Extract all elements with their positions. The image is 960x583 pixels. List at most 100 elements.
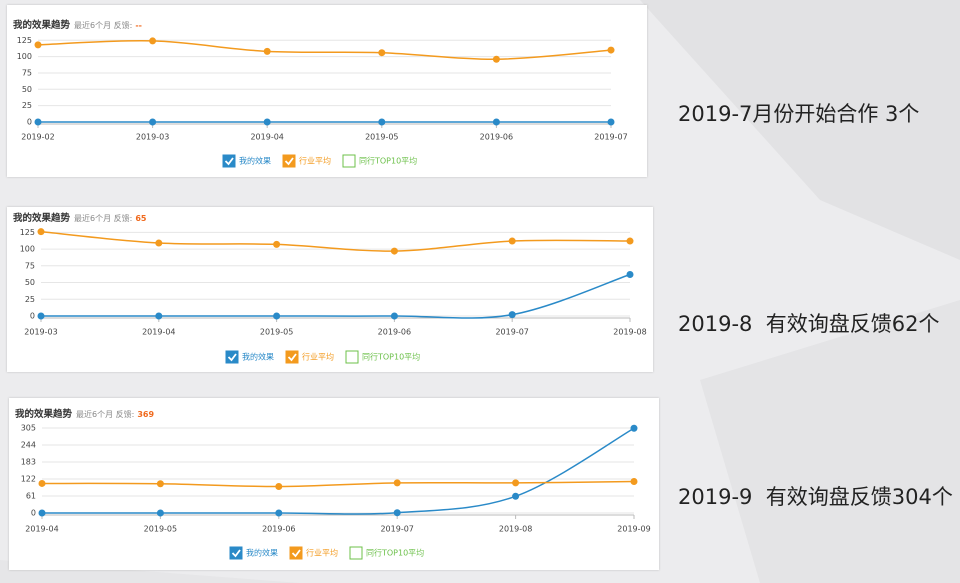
feedback-count: 65 bbox=[135, 214, 147, 223]
data-point bbox=[37, 228, 45, 236]
chart-panel: 我的效果趋势 最近6个月 反馈: -- 0 25 50 75 100 125 2019-02 201… bbox=[7, 5, 647, 177]
y-tick-label: 50 bbox=[22, 85, 32, 94]
x-tick-label: 2019-07 bbox=[380, 525, 413, 534]
x-tick-label: 2019-08 bbox=[613, 328, 646, 337]
x-tick-label: 2019-06 bbox=[480, 133, 513, 142]
legend-item[interactable]: 同行TOP10平均 bbox=[345, 350, 420, 364]
y-tick-label: 183 bbox=[21, 458, 36, 467]
legend-checkbox bbox=[342, 154, 356, 168]
data-point bbox=[393, 479, 401, 487]
legend-item[interactable]: 行业平均 bbox=[289, 546, 338, 560]
data-point bbox=[492, 118, 500, 126]
data-point bbox=[156, 509, 164, 517]
legend-item[interactable]: 行业平均 bbox=[285, 350, 334, 364]
series-line bbox=[40, 230, 631, 252]
data-point bbox=[626, 237, 634, 245]
data-point bbox=[38, 479, 46, 487]
x-tick-label: 2019-07 bbox=[495, 328, 528, 337]
legend-label: 行业平均 bbox=[306, 548, 338, 558]
data-point bbox=[149, 37, 157, 45]
title-text: 我的效果趋势 bbox=[13, 19, 71, 31]
legend-checkbox bbox=[222, 154, 236, 168]
y-tick-label: 50 bbox=[25, 278, 35, 287]
data-point bbox=[626, 271, 634, 279]
y-tick-label: 100 bbox=[17, 52, 32, 61]
legend-item[interactable]: 同行TOP10平均 bbox=[349, 546, 424, 560]
legend-item[interactable]: 我的效果 bbox=[225, 350, 274, 364]
caption: 2019-9 有效询盘反馈304个 bbox=[678, 485, 953, 509]
chart-title: 我的效果趋势 最近6个月 反馈: -- bbox=[13, 19, 142, 31]
legend-checkbox bbox=[229, 546, 243, 560]
x-tick-label: 2019-03 bbox=[136, 133, 169, 142]
data-point bbox=[273, 240, 281, 248]
x-tick-label: 2019-07 bbox=[594, 133, 627, 142]
data-point bbox=[512, 492, 520, 500]
data-point bbox=[508, 311, 516, 319]
chart-title: 我的效果趋势 最近6个月 反馈: 65 bbox=[13, 212, 147, 224]
y-tick-label: 100 bbox=[20, 245, 35, 254]
data-point bbox=[630, 478, 638, 486]
data-point bbox=[378, 118, 386, 126]
legend-item[interactable]: 同行TOP10平均 bbox=[342, 154, 417, 168]
legend-label: 同行TOP10平均 bbox=[362, 352, 420, 362]
legend-checkbox bbox=[282, 154, 296, 168]
data-point bbox=[378, 49, 386, 57]
check-mark bbox=[224, 157, 234, 166]
chart-panel: 我的效果趋势 最近6个月 反馈: 65 0 25 50 75 100 125 2019-03 201… bbox=[7, 207, 653, 372]
legend-checkbox bbox=[225, 350, 239, 364]
data-point bbox=[37, 312, 45, 320]
subtitle: 最近6个月 反馈: bbox=[76, 409, 134, 419]
legend-item[interactable]: 我的效果 bbox=[229, 546, 278, 560]
series-line bbox=[41, 273, 631, 319]
legend-checkbox bbox=[289, 546, 303, 560]
x-tick-label: 2019-04 bbox=[25, 525, 58, 534]
y-tick-label: 0 bbox=[27, 118, 32, 127]
caption: 2019-7月份开始合作 3个 bbox=[678, 102, 920, 126]
x-tick-label: 2019-06 bbox=[262, 525, 295, 534]
data-point bbox=[263, 47, 271, 55]
check-mark bbox=[231, 549, 241, 558]
data-point bbox=[390, 247, 398, 255]
y-tick-label: 244 bbox=[21, 441, 36, 450]
series-line bbox=[41, 480, 635, 488]
subtitle: 最近6个月 反馈: bbox=[74, 213, 132, 223]
legend-label: 行业平均 bbox=[302, 352, 334, 362]
check-mark bbox=[227, 353, 237, 362]
data-point bbox=[275, 509, 283, 517]
title-text: 我的效果趋势 bbox=[15, 408, 73, 420]
y-tick-label: 61 bbox=[26, 492, 36, 501]
data-point bbox=[34, 118, 42, 126]
legend-checkbox bbox=[285, 350, 299, 364]
legend-label: 同行TOP10平均 bbox=[366, 548, 424, 558]
x-tick-label: 2019-04 bbox=[250, 133, 283, 142]
data-point bbox=[273, 312, 281, 320]
legend-checkbox bbox=[349, 546, 363, 560]
y-tick-label: 0 bbox=[30, 312, 35, 321]
feedback-count: 369 bbox=[137, 410, 154, 419]
x-tick-label: 2019-05 bbox=[260, 328, 293, 337]
chart-title: 我的效果趋势 最近6个月 反馈: 369 bbox=[15, 408, 154, 420]
legend-item[interactable]: 我的效果 bbox=[222, 154, 271, 168]
legend-label: 行业平均 bbox=[299, 156, 331, 166]
legend-item[interactable]: 行业平均 bbox=[282, 154, 331, 168]
y-tick-label: 125 bbox=[17, 36, 32, 45]
title-text: 我的效果趋势 bbox=[13, 212, 71, 224]
x-tick-label: 2019-05 bbox=[365, 133, 398, 142]
y-tick-label: 75 bbox=[22, 68, 32, 77]
legend-checkbox bbox=[345, 350, 359, 364]
legend-label: 我的效果 bbox=[239, 156, 271, 166]
y-tick-label: 305 bbox=[21, 424, 36, 433]
x-tick-label: 2019-08 bbox=[499, 525, 532, 534]
data-point bbox=[275, 483, 283, 491]
legend-label: 同行TOP10平均 bbox=[359, 156, 417, 166]
x-tick-label: 2019-05 bbox=[144, 525, 177, 534]
x-tick-label: 2019-09 bbox=[617, 525, 650, 534]
data-point bbox=[492, 55, 500, 63]
series-line bbox=[37, 40, 612, 60]
legend-label: 我的效果 bbox=[242, 352, 274, 362]
check-mark bbox=[287, 353, 297, 362]
data-point bbox=[630, 424, 638, 432]
legend-label: 我的效果 bbox=[246, 548, 278, 558]
